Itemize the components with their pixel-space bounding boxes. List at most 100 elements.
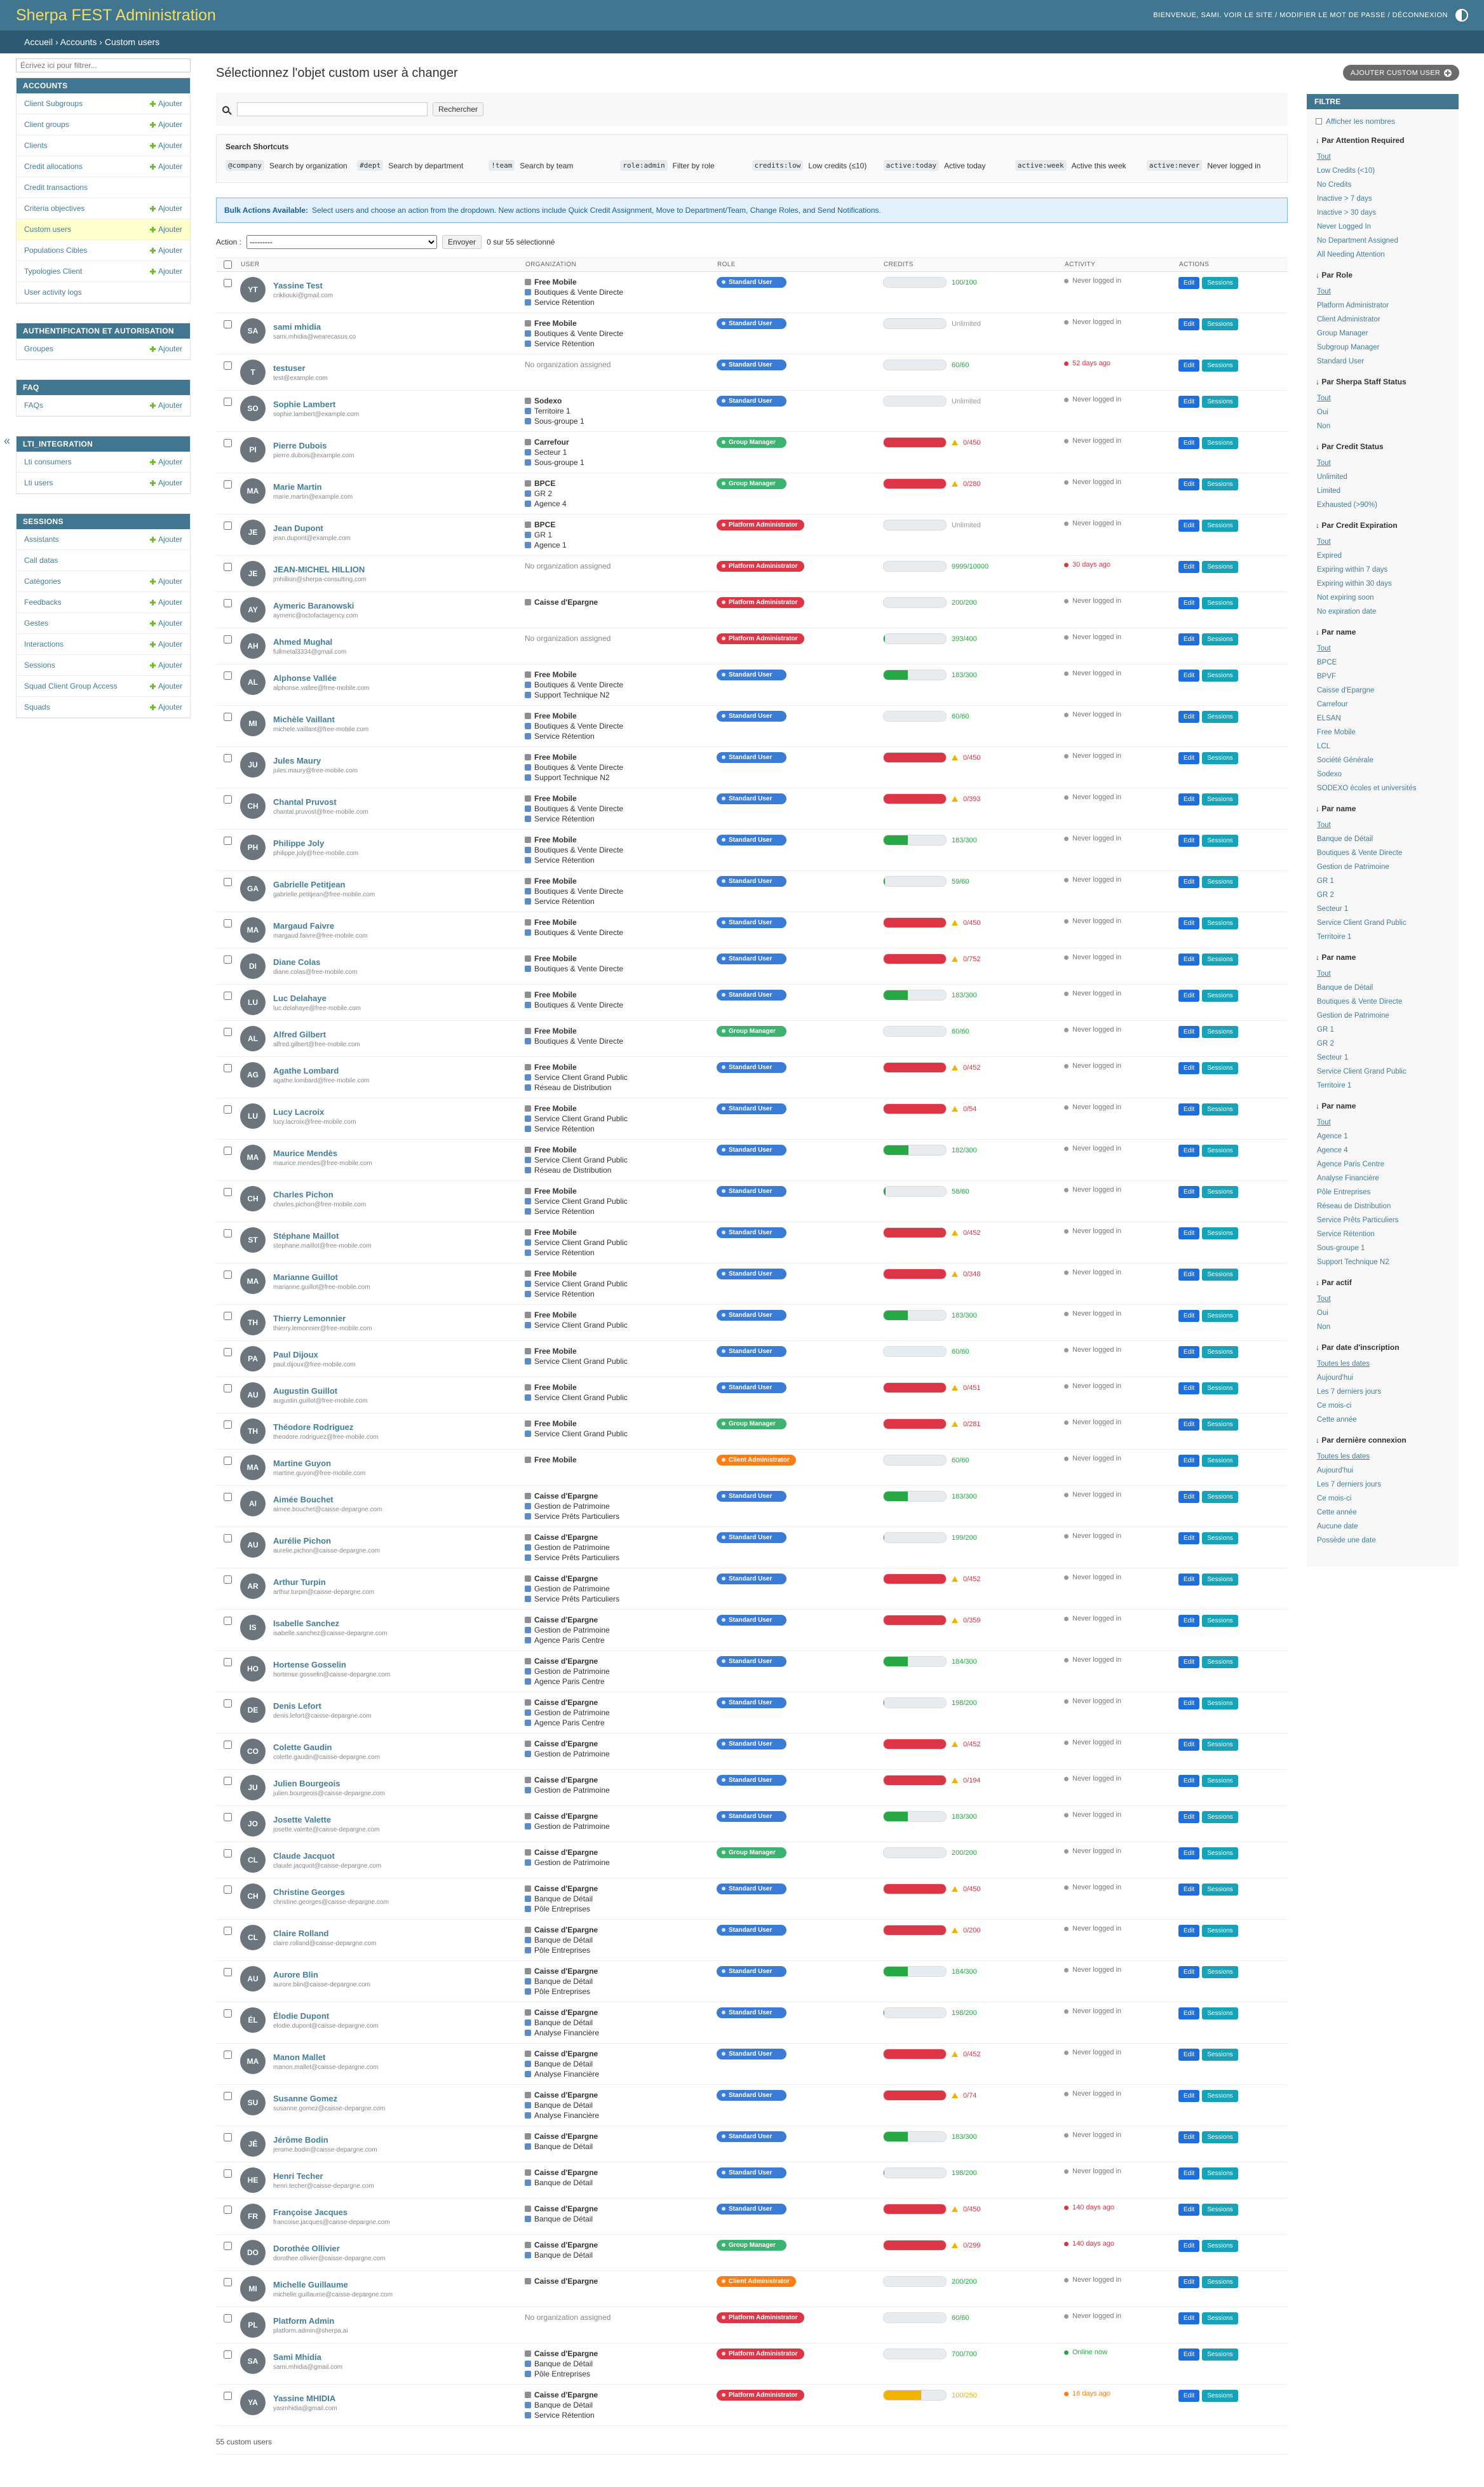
sessions-button[interactable]: Sessions: [1202, 2167, 1238, 2180]
filter-option[interactable]: Cette année: [1317, 1509, 1357, 1516]
row-checkbox[interactable]: [224, 2350, 232, 2359]
filter-option[interactable]: Service Rétention: [1317, 1230, 1375, 1238]
row-checkbox[interactable]: [224, 1813, 232, 1821]
edit-button[interactable]: Edit: [1178, 1455, 1200, 1467]
row-checkbox[interactable]: [224, 563, 232, 571]
edit-button[interactable]: Edit: [1178, 1884, 1200, 1896]
edit-button[interactable]: Edit: [1178, 1145, 1200, 1157]
row-checkbox[interactable]: [224, 919, 232, 927]
user-name[interactable]: Yassine MHIDIA: [273, 2393, 336, 2403]
sessions-button[interactable]: Sessions: [1202, 2349, 1238, 2361]
user-name[interactable]: Stéphane Maillot: [273, 1230, 339, 1241]
sessions-button[interactable]: Sessions: [1202, 793, 1238, 805]
row-checkbox[interactable]: [224, 398, 232, 406]
filter-option[interactable]: Tout: [1317, 394, 1331, 402]
filter-group-title[interactable]: ↓ Par Sherpa Staff Status: [1316, 377, 1406, 386]
user-name[interactable]: Christine Georges: [273, 1887, 345, 1897]
filter-option[interactable]: Tout: [1317, 645, 1331, 652]
edit-button[interactable]: Edit: [1178, 1615, 1200, 1627]
sessions-button[interactable]: Sessions: [1202, 1310, 1238, 1322]
row-checkbox[interactable]: [224, 1849, 232, 1857]
user-name[interactable]: testuser: [273, 363, 306, 373]
edit-button[interactable]: Edit: [1178, 318, 1200, 330]
filter-option[interactable]: BPVF: [1317, 673, 1337, 680]
row-checkbox[interactable]: [224, 671, 232, 680]
filter-option[interactable]: Expired: [1317, 552, 1342, 560]
user-name[interactable]: Sami Mhidia: [273, 2352, 321, 2362]
filter-option[interactable]: Non: [1317, 1323, 1331, 1331]
model-link[interactable]: Call datas: [24, 556, 58, 565]
row-checkbox[interactable]: [224, 2314, 232, 2322]
user-name[interactable]: Michelle Guillaume: [273, 2279, 348, 2289]
sessions-button[interactable]: Sessions: [1202, 2390, 1238, 2402]
filter-option[interactable]: Territoire 1: [1317, 1082, 1352, 1089]
sessions-button[interactable]: Sessions: [1202, 1532, 1238, 1544]
edit-button[interactable]: Edit: [1178, 2007, 1200, 2019]
sessions-button[interactable]: Sessions: [1202, 1382, 1238, 1394]
user-name[interactable]: Élodie Dupont: [273, 2011, 330, 2021]
edit-button[interactable]: Edit: [1178, 1419, 1200, 1431]
edit-button[interactable]: Edit: [1178, 2390, 1200, 2402]
edit-button[interactable]: Edit: [1178, 752, 1200, 764]
user-name[interactable]: Agathe Lombard: [273, 1065, 339, 1075]
row-checkbox[interactable]: [224, 1384, 232, 1392]
add-link[interactable]: Ajouter: [149, 225, 182, 234]
filter-group-title[interactable]: ↓ Par Attention Required: [1316, 136, 1405, 145]
user-name[interactable]: Alfred Gilbert: [273, 1029, 327, 1039]
filter-option[interactable]: Group Manager: [1317, 330, 1368, 337]
sessions-button[interactable]: Sessions: [1202, 633, 1238, 645]
edit-button[interactable]: Edit: [1178, 1491, 1200, 1503]
filter-option[interactable]: Oui: [1317, 1309, 1328, 1317]
filter-option[interactable]: Tout: [1317, 288, 1331, 295]
edit-button[interactable]: Edit: [1178, 1775, 1200, 1787]
sessions-button[interactable]: Sessions: [1202, 396, 1238, 408]
edit-button[interactable]: Edit: [1178, 360, 1200, 372]
row-checkbox[interactable]: [224, 1064, 232, 1072]
model-link[interactable]: Credit transactions: [24, 183, 88, 192]
filter-option[interactable]: Oui: [1317, 408, 1328, 416]
sessions-button[interactable]: Sessions: [1202, 1574, 1238, 1586]
user-name[interactable]: Josette Valette: [273, 1814, 332, 1824]
row-checkbox[interactable]: [224, 1534, 232, 1542]
user-name[interactable]: Luc Delahaye: [273, 993, 327, 1003]
user-name[interactable]: Charles Pichon: [273, 1189, 334, 1199]
model-link[interactable]: Client Subgroups: [24, 99, 83, 108]
edit-button[interactable]: Edit: [1178, 670, 1200, 682]
user-name[interactable]: Jules Maury: [273, 755, 321, 765]
row-checkbox[interactable]: [224, 1188, 232, 1196]
edit-button[interactable]: Edit: [1178, 396, 1200, 408]
model-link[interactable]: Lti consumers: [24, 457, 72, 466]
edit-button[interactable]: Edit: [1178, 1739, 1200, 1751]
row-checkbox[interactable]: [224, 522, 232, 530]
row-checkbox[interactable]: [224, 1105, 232, 1114]
row-checkbox[interactable]: [224, 754, 232, 762]
edit-button[interactable]: Edit: [1178, 1966, 1200, 1978]
edit-button[interactable]: Edit: [1178, 1532, 1200, 1544]
filter-option[interactable]: Toutes les dates: [1317, 1360, 1370, 1368]
model-link[interactable]: Custom users: [24, 225, 72, 234]
user-tools[interactable]: BIENVENUE, SAMI. VOIR LE SITE / MODIFIER…: [1153, 11, 1448, 19]
sessions-button[interactable]: Sessions: [1202, 1656, 1238, 1668]
user-name[interactable]: Martine Guyon: [273, 1458, 332, 1468]
theme-toggle[interactable]: [1455, 9, 1468, 22]
edit-button[interactable]: Edit: [1178, 1574, 1200, 1586]
row-checkbox[interactable]: [224, 1147, 232, 1155]
sessions-button[interactable]: Sessions: [1202, 1847, 1238, 1859]
model-link[interactable]: Interactions: [24, 640, 64, 649]
edit-button[interactable]: Edit: [1178, 1847, 1200, 1859]
edit-button[interactable]: Edit: [1178, 2240, 1200, 2252]
filter-option[interactable]: BPCE: [1317, 659, 1337, 666]
user-name[interactable]: Sophie Lambert: [273, 399, 336, 409]
row-checkbox[interactable]: [224, 2133, 232, 2141]
edit-button[interactable]: Edit: [1178, 277, 1200, 289]
row-checkbox[interactable]: [224, 2242, 232, 2250]
user-name[interactable]: Pierre Dubois: [273, 440, 327, 450]
model-link[interactable]: Lti users: [24, 478, 53, 487]
sessions-button[interactable]: Sessions: [1202, 752, 1238, 764]
row-checkbox[interactable]: [224, 1457, 232, 1465]
sessions-button[interactable]: Sessions: [1202, 520, 1238, 532]
model-link[interactable]: User activity logs: [24, 288, 82, 297]
add-link[interactable]: Ajouter: [149, 478, 182, 487]
column-header[interactable]: ORGANIZATION: [525, 257, 717, 272]
edit-button[interactable]: Edit: [1178, 2349, 1200, 2361]
